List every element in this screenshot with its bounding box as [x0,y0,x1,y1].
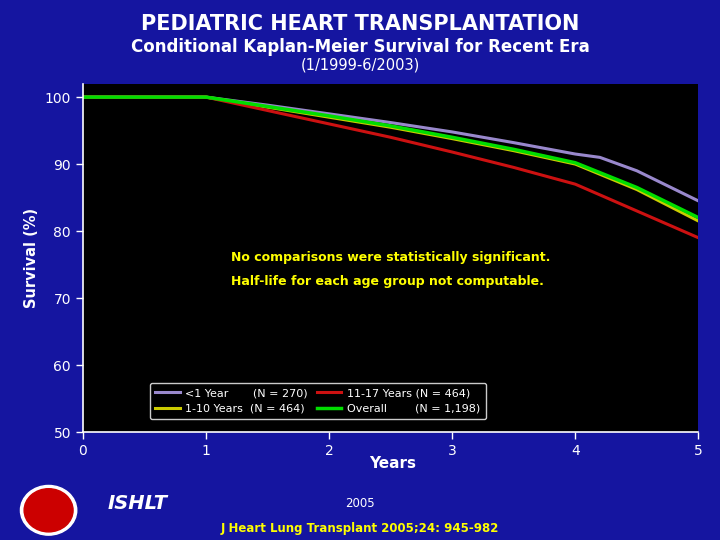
Text: ISHLT: ISHLT [108,494,168,513]
Text: Half-life for each age group not computable.: Half-life for each age group not computa… [230,275,544,288]
Text: Years: Years [369,456,416,471]
Legend: <1 Year       (N = 270), 1-10 Years  (N = 464), 11-17 Years (N = 464), Overall  : <1 Year (N = 270), 1-10 Years (N = 464),… [150,383,486,420]
Text: 2005: 2005 [345,497,375,510]
Text: PEDIATRIC HEART TRANSPLANTATION: PEDIATRIC HEART TRANSPLANTATION [141,14,579,33]
Text: Conditional Kaplan-Meier Survival for Recent Era: Conditional Kaplan-Meier Survival for Re… [130,38,590,56]
Y-axis label: Survival (%): Survival (%) [24,208,39,308]
Text: No comparisons were statistically significant.: No comparisons were statistically signif… [230,251,550,264]
Circle shape [24,489,73,532]
Circle shape [20,485,77,535]
Text: J Heart Lung Transplant 2005;24: 945-982: J Heart Lung Transplant 2005;24: 945-982 [221,522,499,535]
Text: (1/1999-6/2003): (1/1999-6/2003) [300,58,420,73]
